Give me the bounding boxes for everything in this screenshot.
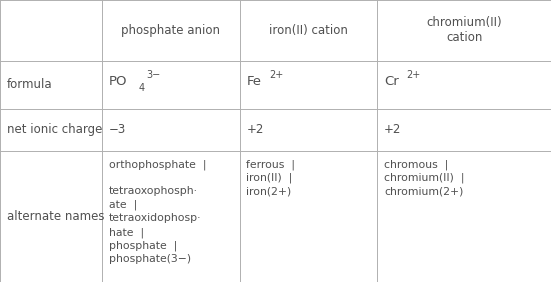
Text: net ionic charge: net ionic charge <box>7 123 102 136</box>
Text: iron(2+): iron(2+) <box>246 186 291 196</box>
Text: Cr: Cr <box>384 75 399 88</box>
Text: iron(II)  |: iron(II) | <box>246 173 293 183</box>
Text: PO: PO <box>109 75 127 88</box>
Text: ferrous  |: ferrous | <box>246 159 295 170</box>
Text: tetraoxophosph·: tetraoxophosph· <box>109 186 198 196</box>
Text: phosphate  |: phosphate | <box>109 241 177 251</box>
Text: hate  |: hate | <box>109 227 144 237</box>
Text: +2: +2 <box>246 123 264 136</box>
Text: chromium(2+): chromium(2+) <box>384 186 463 196</box>
Text: +2: +2 <box>384 123 402 136</box>
Text: −3: −3 <box>109 123 126 136</box>
Text: 4: 4 <box>139 83 145 93</box>
Text: 2+: 2+ <box>406 70 420 80</box>
Text: 3−: 3− <box>146 70 160 80</box>
Text: tetraoxidophosp·: tetraoxidophosp· <box>109 213 201 223</box>
Text: phosphate(3−): phosphate(3−) <box>109 254 191 264</box>
Text: Fe: Fe <box>246 75 261 88</box>
Text: phosphate anion: phosphate anion <box>121 24 220 37</box>
Text: alternate names: alternate names <box>7 210 104 223</box>
Text: chromium(II)  |: chromium(II) | <box>384 173 464 183</box>
Text: iron(II) cation: iron(II) cation <box>269 24 348 37</box>
Text: orthophosphate  |: orthophosphate | <box>109 159 206 170</box>
Text: ate  |: ate | <box>109 200 137 210</box>
Text: chromium(II)
cation: chromium(II) cation <box>426 16 502 44</box>
Text: formula: formula <box>7 78 52 91</box>
Text: 2+: 2+ <box>269 70 284 80</box>
Text: chromous  |: chromous | <box>384 159 449 170</box>
